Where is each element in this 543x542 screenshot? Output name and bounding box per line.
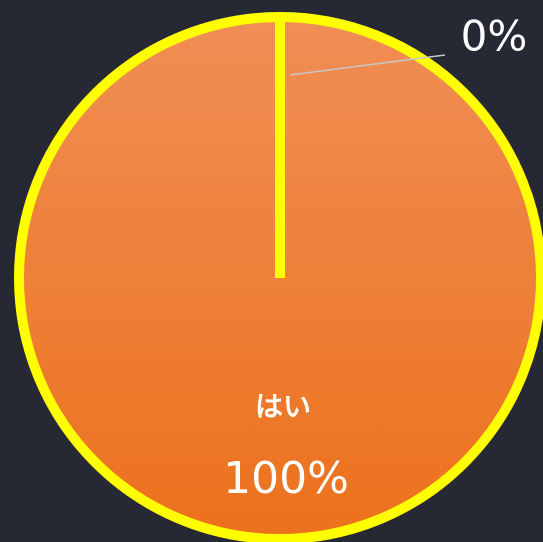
leader-line <box>289 54 446 76</box>
labels: はい 100% 0% <box>223 12 527 505</box>
value-label: 0% <box>461 12 528 61</box>
value-label: 100% <box>223 453 349 504</box>
category-label: はい <box>255 390 311 423</box>
pie <box>14 12 543 542</box>
